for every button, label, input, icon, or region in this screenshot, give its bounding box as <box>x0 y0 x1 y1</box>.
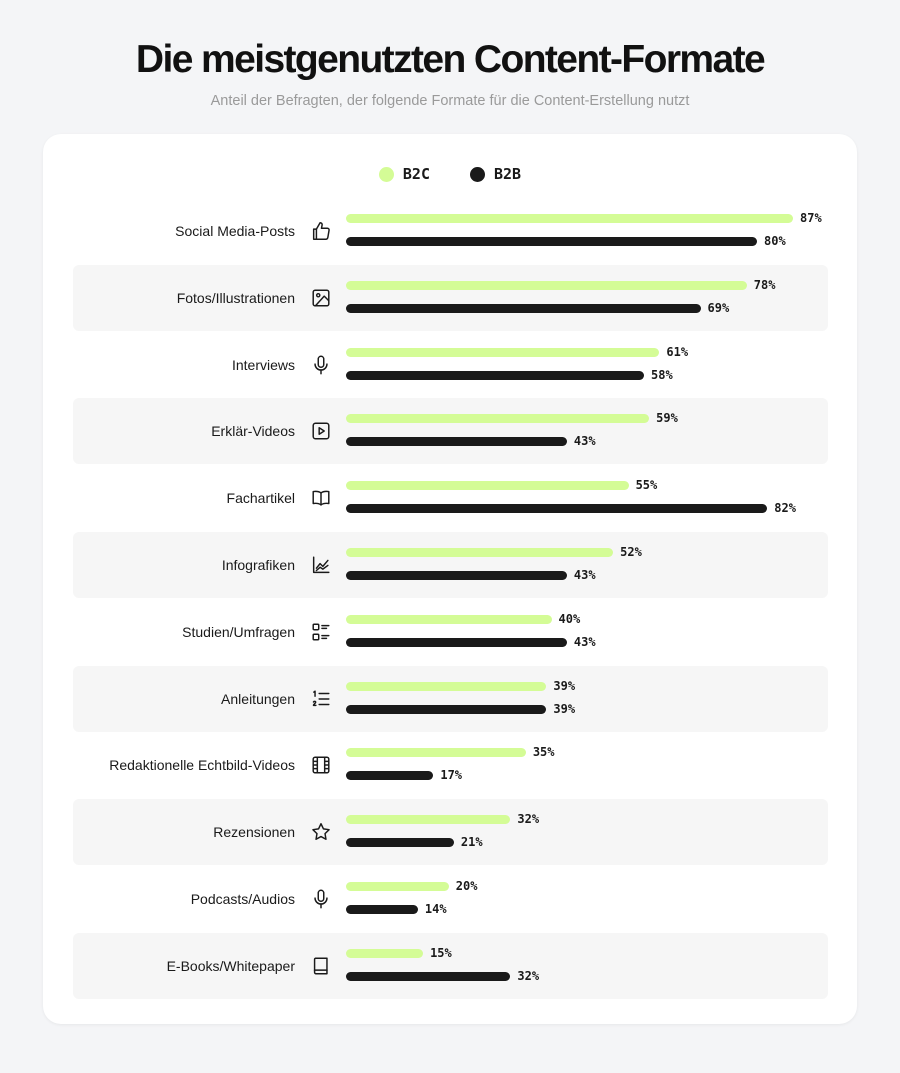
legend-label-b2b: B2B <box>494 165 522 183</box>
legend-label-b2c: B2C <box>402 165 430 183</box>
category-label: Fachartikel <box>226 490 295 507</box>
value-label-b2b: 39% <box>553 701 576 716</box>
legend-item-b2c: B2C <box>378 164 430 184</box>
film-strip-icon <box>310 754 332 776</box>
open-book-icon <box>310 487 332 509</box>
bar-b2c <box>346 882 449 891</box>
value-label-b2c: 55% <box>635 478 658 493</box>
bar-b2c <box>346 414 650 424</box>
bar-b2b <box>346 771 434 781</box>
chart-row: Infografiken 52% 43% <box>73 532 828 598</box>
chart-legend: B2C B2B <box>0 164 900 184</box>
microphone-icon <box>310 888 332 910</box>
thumbs-up-icon <box>310 220 332 242</box>
bar-b2c <box>346 681 547 691</box>
category-label: Interviews <box>231 356 295 373</box>
bar-b2b <box>346 237 758 246</box>
value-label-b2c: 61% <box>666 344 689 359</box>
category-label: E-Books/Whitepaper <box>166 957 295 974</box>
bar-b2c <box>346 614 552 624</box>
value-label-b2c: 20% <box>455 879 478 893</box>
bar-b2b <box>346 637 567 647</box>
legend-item-b2b: B2B <box>470 164 521 184</box>
legend-swatch-b2b <box>470 166 485 182</box>
value-label-b2c: 32% <box>517 812 540 827</box>
bar-b2c <box>346 347 660 357</box>
value-label-b2c: 78% <box>753 277 776 292</box>
image-icon <box>310 287 332 309</box>
value-label-b2b: 80% <box>764 234 786 248</box>
ebook-icon <box>310 955 332 977</box>
value-label-b2b: 14% <box>424 902 447 916</box>
value-label-b2c: 35% <box>532 745 555 760</box>
play-video-icon <box>310 420 332 442</box>
bar-b2c <box>346 748 526 758</box>
bar-b2c <box>346 815 511 825</box>
value-label-b2c: 52% <box>620 545 642 559</box>
value-label-b2c: 59% <box>656 411 678 426</box>
bar-b2b <box>346 437 567 447</box>
chart-row: Redaktionelle Echtbild-Videos 35% 17% <box>73 732 828 798</box>
category-label: Fotos/Illustrationen <box>176 289 295 306</box>
bar-b2b <box>346 704 547 714</box>
value-label-b2b: 69% <box>707 300 730 315</box>
bar-b2c <box>346 948 424 958</box>
bar-b2b <box>346 838 454 848</box>
category-label: Podcasts/Audios <box>190 891 295 907</box>
bar-b2c <box>346 548 614 557</box>
chart-row: Podcasts/Audios 20% 14% <box>73 866 828 932</box>
bar-b2c <box>346 214 793 223</box>
value-label-b2b: 43% <box>573 634 596 649</box>
chart-row: Anleitungen 39% 39% <box>73 665 828 732</box>
numbered-list-icon <box>310 688 332 710</box>
bar-b2b <box>346 971 511 981</box>
chart-row: Social Media-Posts 87% 80% <box>73 198 828 264</box>
category-label: Infografiken <box>221 557 295 573</box>
legend-swatch-b2c <box>378 166 394 182</box>
value-label-b2c: 15% <box>430 945 452 960</box>
line-chart-icon <box>310 554 332 576</box>
bar-b2b <box>346 303 701 313</box>
category-label: Erklär-Videos <box>211 423 295 440</box>
value-label-b2b: 43% <box>573 568 596 582</box>
chart-title: Die meistgenutzten Content-Formate <box>135 38 766 81</box>
bar-b2b <box>346 504 768 514</box>
chart-row: Studien/Umfragen 40% 43% <box>73 599 828 665</box>
star-icon <box>310 821 332 843</box>
value-label-b2b: 32% <box>517 968 540 983</box>
chart-row: Erklär-Videos 59% 43% <box>73 398 828 465</box>
value-label-b2b: 43% <box>573 434 596 449</box>
bar-b2c <box>346 280 747 290</box>
category-label: Redaktionelle Echtbild-Videos <box>109 757 295 774</box>
value-label-b2b: 21% <box>460 835 483 850</box>
category-label: Anleitungen <box>221 690 295 707</box>
bar-b2b <box>346 370 644 380</box>
value-label-b2c: 39% <box>553 678 576 693</box>
bar-b2b <box>346 571 567 580</box>
category-label: Social Media-Posts <box>175 223 295 239</box>
chart-row: Interviews 61% 58% <box>73 332 828 398</box>
chart-row: Fotos/Illustrationen 78% 69% <box>73 264 828 331</box>
chart-row: Fachartikel 55% 82% <box>73 465 828 531</box>
value-label-b2b: 17% <box>440 768 463 783</box>
value-label-b2b: 82% <box>774 501 796 516</box>
chart-row: Rezensionen 32% 21% <box>73 799 828 866</box>
chart-row: E-Books/Whitepaper 15% 32% <box>73 932 828 999</box>
value-label-b2b: 58% <box>651 367 673 382</box>
bar-b2c <box>346 481 629 491</box>
category-label: Studien/Umfragen <box>182 623 295 640</box>
bar-b2b <box>346 905 418 914</box>
value-label-b2c: 87% <box>800 211 822 225</box>
chart-subtitle: Anteil der Befragten, der folgende Forma… <box>210 93 690 109</box>
survey-list-icon <box>310 621 332 643</box>
value-label-b2c: 40% <box>558 611 581 626</box>
microphone-icon <box>310 354 332 376</box>
category-label: Rezensionen <box>213 824 295 841</box>
